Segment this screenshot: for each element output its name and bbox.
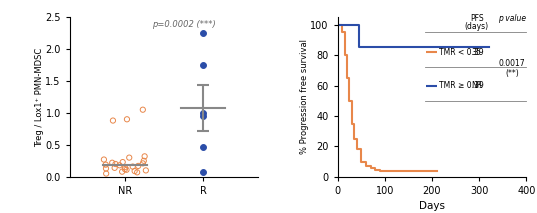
Y-axis label: % Progression free survival: % Progression free survival (300, 39, 309, 154)
Point (122, 168, 131, 171)
Point (110, 166, 119, 170)
Text: 35: 35 (472, 47, 482, 56)
Point (118, 170, 126, 173)
Point (130, 169, 139, 173)
Point (119, 160, 127, 164)
Point (199, 170, 208, 173)
Point (140, 155, 149, 158)
Point (102, 172, 111, 175)
Point (122, 118, 131, 121)
Point (111, 162, 120, 166)
X-axis label: Days: Days (419, 201, 445, 211)
Text: NR: NR (471, 81, 482, 90)
Text: PFS: PFS (470, 14, 483, 23)
Point (142, 169, 150, 172)
Point (101, 167, 110, 170)
Text: p value: p value (498, 14, 526, 23)
Point (128, 165, 137, 168)
Point (134, 164, 142, 168)
Point (133, 171, 141, 174)
Point (115, 164, 124, 167)
Point (108, 119, 117, 122)
Point (108, 161, 117, 164)
Point (125, 156, 134, 159)
Point (139, 108, 147, 111)
Text: TMR < 0.39: TMR < 0.39 (439, 47, 483, 56)
Text: p=0.0002 (***): p=0.0002 (***) (153, 20, 216, 29)
Point (140, 159, 148, 163)
Point (199, 111, 208, 115)
Point (199, 145, 208, 148)
Point (120, 166, 129, 169)
Point (101, 163, 110, 166)
Text: TMR ≥ 0.39: TMR ≥ 0.39 (439, 81, 483, 90)
Text: (days): (days) (465, 22, 489, 31)
Point (139, 162, 147, 165)
Point (100, 158, 108, 161)
Text: 0.0017
(**): 0.0017 (**) (499, 59, 525, 78)
Y-axis label: Treg / Lox1⁺ PMN-MDSC: Treg / Lox1⁺ PMN-MDSC (35, 47, 44, 147)
Point (199, 63, 208, 67)
Point (199, 114, 208, 118)
Point (121, 167, 129, 171)
Point (199, 31, 208, 35)
